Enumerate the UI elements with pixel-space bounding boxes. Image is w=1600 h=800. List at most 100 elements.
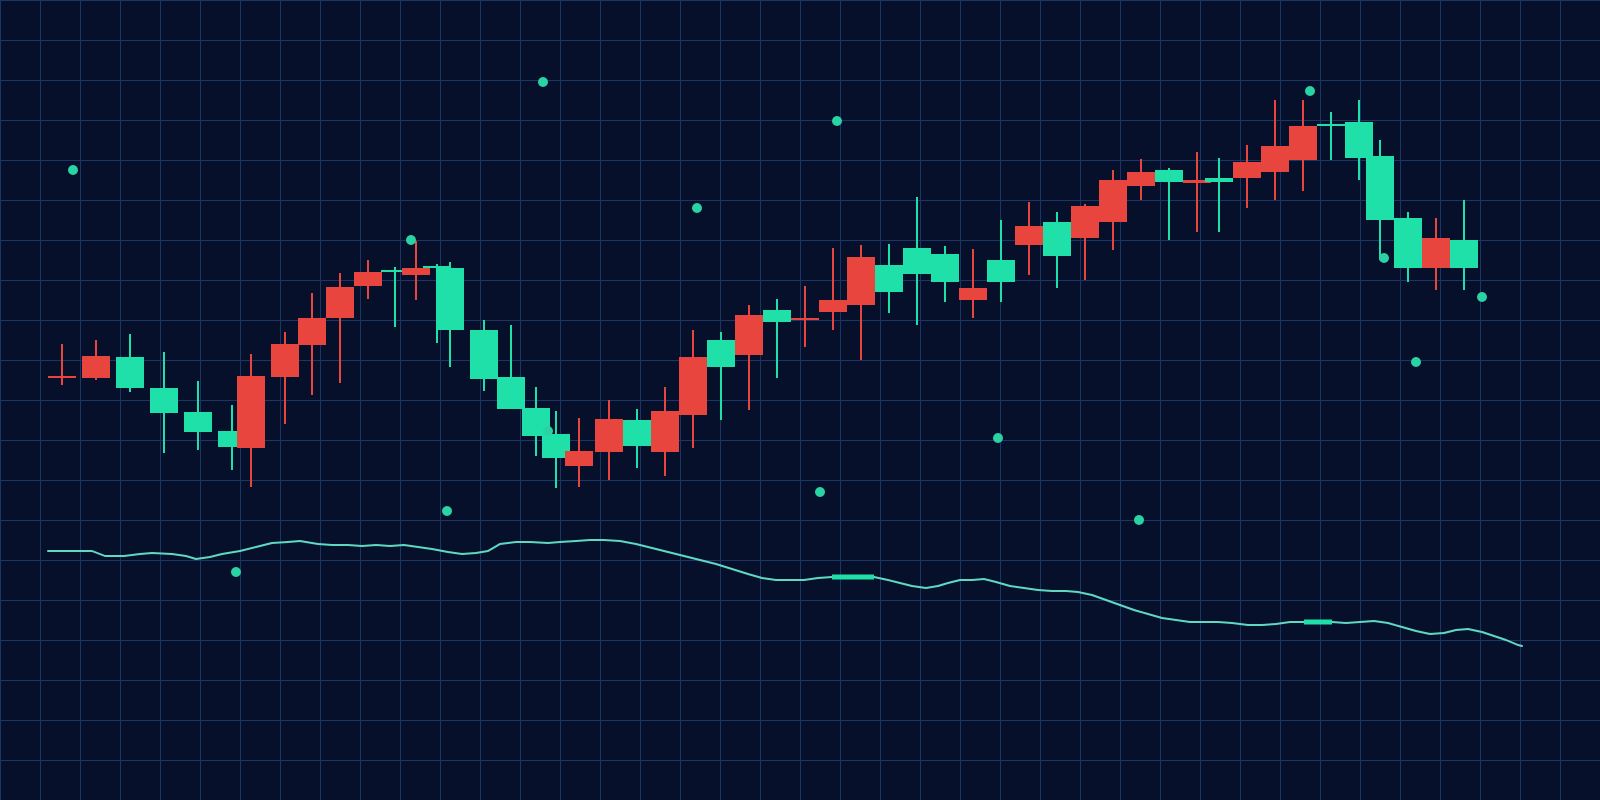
candle-body <box>819 300 847 312</box>
candle-body <box>1183 180 1211 183</box>
candlestick <box>707 332 735 420</box>
candle-body <box>470 330 498 379</box>
candle-body <box>595 419 623 452</box>
candle-body <box>150 388 178 413</box>
marker-dot <box>1305 86 1315 96</box>
candle-body <box>903 248 931 274</box>
candle-body <box>651 411 679 452</box>
candlestick <box>1233 145 1261 208</box>
candlestick <box>48 344 76 385</box>
candle-body <box>1450 240 1478 268</box>
candle-body <box>381 270 409 272</box>
marker-dot <box>993 433 1003 443</box>
candlestick <box>735 305 763 410</box>
candle-body <box>987 260 1015 282</box>
candlestick <box>82 340 110 380</box>
candle-body <box>1394 218 1422 268</box>
candle-body <box>847 257 875 305</box>
candlestick <box>298 293 326 395</box>
candle-body <box>623 420 651 446</box>
candle-group <box>48 100 1478 488</box>
marker-dot <box>692 203 702 213</box>
marker-dot <box>68 165 78 175</box>
candle-body <box>565 451 593 466</box>
candle-body <box>423 266 451 268</box>
candlestick <box>1099 170 1127 250</box>
candlestick <box>931 246 959 302</box>
candlestick <box>497 325 525 409</box>
candle-body <box>1317 124 1345 126</box>
candle-body <box>1071 206 1099 238</box>
candle-body <box>326 287 354 318</box>
candle-body <box>1422 238 1450 268</box>
candlestick <box>1317 112 1345 160</box>
marker-dot <box>543 426 553 436</box>
overlay-line-path <box>47 539 1523 647</box>
candlestick <box>763 299 791 378</box>
candle-body <box>1233 162 1261 178</box>
candlestick <box>1394 212 1422 282</box>
candlestick <box>1043 212 1071 288</box>
candlestick <box>1450 200 1478 290</box>
candle-body <box>1289 126 1317 160</box>
candle-body <box>1205 178 1233 182</box>
candlestick <box>791 286 819 347</box>
candlestick <box>116 334 144 392</box>
candlestick <box>1015 202 1043 275</box>
candlestick <box>150 352 178 453</box>
candlestick <box>436 262 464 367</box>
candlestick <box>819 248 847 330</box>
marker-dot <box>231 567 241 577</box>
candle-body <box>1345 122 1373 158</box>
marker-dot <box>1477 292 1487 302</box>
candlestick <box>847 245 875 360</box>
marker-dot <box>832 116 842 126</box>
candlestick <box>184 381 212 450</box>
candlestick <box>271 332 299 424</box>
marker-dot <box>1134 515 1144 525</box>
candle-body <box>298 318 326 345</box>
candlestick <box>1155 168 1183 240</box>
candlestick <box>1261 100 1289 200</box>
candlestick <box>679 330 707 448</box>
candle-body <box>1015 226 1043 245</box>
candlestick <box>875 244 903 313</box>
candle-body <box>1366 156 1394 220</box>
candle-body <box>679 357 707 415</box>
marker-dot <box>1379 253 1389 263</box>
candle-body <box>1261 146 1289 172</box>
candlestick <box>237 354 265 487</box>
marker-dot <box>815 487 825 497</box>
candlestick <box>651 387 679 476</box>
candlestick <box>402 241 430 300</box>
candle-body <box>82 356 110 378</box>
candlestick <box>987 220 1015 302</box>
candle-body <box>931 254 959 282</box>
candlestick <box>470 320 498 391</box>
candle-body <box>735 315 763 355</box>
candlestick <box>1422 218 1450 290</box>
candle-body <box>1043 222 1071 256</box>
candle-body <box>354 272 382 286</box>
marker-dot <box>442 506 452 516</box>
candle-body <box>707 340 735 367</box>
candle-body <box>237 376 265 448</box>
candlestick <box>1366 140 1394 260</box>
candlestick <box>623 409 651 468</box>
candle-body <box>1099 180 1127 222</box>
candle-body <box>875 265 903 292</box>
candle-body <box>436 268 464 330</box>
candle-body <box>497 377 525 409</box>
candlestick <box>1071 204 1099 280</box>
candlestick <box>1289 100 1317 191</box>
marker-dot <box>1411 357 1421 367</box>
candle-body <box>116 357 144 388</box>
candle-body <box>402 268 430 275</box>
candle-body <box>1127 172 1155 186</box>
candlestick <box>381 267 409 327</box>
candlestick <box>1183 152 1211 232</box>
candlestick <box>959 249 987 318</box>
candlestick <box>1205 158 1233 232</box>
